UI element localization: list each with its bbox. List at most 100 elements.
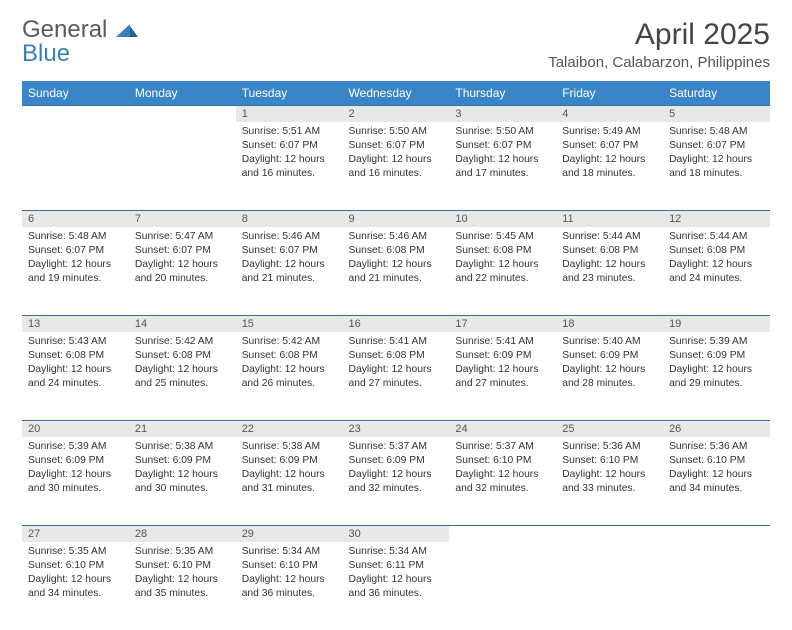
day-number: 28 (129, 525, 236, 542)
daylight-text-2: and 23 minutes. (562, 272, 657, 286)
logo-word1: General (22, 16, 107, 43)
daylight-text-2: and 30 minutes. (28, 482, 123, 496)
sunrise-text: Sunrise: 5:42 AM (242, 335, 337, 349)
day-number: 9 (343, 210, 450, 227)
daylight-text-2: and 29 minutes. (669, 377, 764, 391)
day-detail: Sunrise: 5:49 AMSunset: 6:07 PMDaylight:… (556, 122, 663, 189)
day-number-cell: 4 (556, 105, 663, 122)
day-number: 13 (22, 315, 129, 332)
day-detail: Sunrise: 5:45 AMSunset: 6:08 PMDaylight:… (449, 227, 556, 294)
day-number: 10 (449, 210, 556, 227)
day-detail: Sunrise: 5:47 AMSunset: 6:07 PMDaylight:… (129, 227, 236, 294)
day-number-cell: 27 (22, 525, 129, 542)
detail-row: Sunrise: 5:43 AMSunset: 6:08 PMDaylight:… (22, 332, 770, 420)
day-detail: Sunrise: 5:44 AMSunset: 6:08 PMDaylight:… (556, 227, 663, 294)
daynum-row: 12345 (22, 105, 770, 122)
sunrise-text: Sunrise: 5:41 AM (349, 335, 444, 349)
day-number-cell: 18 (556, 315, 663, 332)
sunrise-text: Sunrise: 5:46 AM (242, 230, 337, 244)
day-detail: Sunrise: 5:37 AMSunset: 6:10 PMDaylight:… (449, 437, 556, 504)
sunset-text: Sunset: 6:07 PM (242, 139, 337, 153)
daylight-text-1: Daylight: 12 hours (349, 573, 444, 587)
weekday-header: Tuesday (236, 81, 343, 105)
day-detail: Sunrise: 5:46 AMSunset: 6:08 PMDaylight:… (343, 227, 450, 294)
day-detail: Sunrise: 5:48 AMSunset: 6:07 PMDaylight:… (22, 227, 129, 294)
day-number-cell: 14 (129, 315, 236, 332)
sunrise-text: Sunrise: 5:39 AM (28, 440, 123, 454)
sunset-text: Sunset: 6:07 PM (242, 244, 337, 258)
daynum-row: 6789101112 (22, 210, 770, 227)
daylight-text-1: Daylight: 12 hours (242, 468, 337, 482)
weekday-header: Friday (556, 81, 663, 105)
sunrise-text: Sunrise: 5:39 AM (669, 335, 764, 349)
sunset-text: Sunset: 6:08 PM (349, 349, 444, 363)
day-detail: Sunrise: 5:41 AMSunset: 6:08 PMDaylight:… (343, 332, 450, 399)
day-detail-cell: Sunrise: 5:46 AMSunset: 6:08 PMDaylight:… (343, 227, 450, 315)
day-number-cell: 21 (129, 420, 236, 437)
day-number-cell: 9 (343, 210, 450, 227)
detail-row: Sunrise: 5:48 AMSunset: 6:07 PMDaylight:… (22, 227, 770, 315)
day-detail-cell: Sunrise: 5:47 AMSunset: 6:07 PMDaylight:… (129, 227, 236, 315)
day-number-cell: 24 (449, 420, 556, 437)
day-detail: Sunrise: 5:37 AMSunset: 6:09 PMDaylight:… (343, 437, 450, 504)
day-number: 15 (236, 315, 343, 332)
day-number: 29 (236, 525, 343, 542)
day-number-cell (556, 525, 663, 542)
daylight-text-1: Daylight: 12 hours (28, 573, 123, 587)
day-number-empty (129, 105, 236, 122)
day-number: 22 (236, 420, 343, 437)
sunset-text: Sunset: 6:09 PM (455, 349, 550, 363)
sunset-text: Sunset: 6:08 PM (242, 349, 337, 363)
sunrise-text: Sunrise: 5:40 AM (562, 335, 657, 349)
day-number-cell: 28 (129, 525, 236, 542)
sunrise-text: Sunrise: 5:46 AM (349, 230, 444, 244)
sunset-text: Sunset: 6:08 PM (669, 244, 764, 258)
day-detail-cell: Sunrise: 5:48 AMSunset: 6:07 PMDaylight:… (663, 122, 770, 210)
day-detail-cell: Sunrise: 5:34 AMSunset: 6:11 PMDaylight:… (343, 542, 450, 630)
day-number: 20 (22, 420, 129, 437)
day-number: 27 (22, 525, 129, 542)
day-number: 3 (449, 105, 556, 122)
weekday-header: Monday (129, 81, 236, 105)
day-detail-cell: Sunrise: 5:49 AMSunset: 6:07 PMDaylight:… (556, 122, 663, 210)
day-number: 7 (129, 210, 236, 227)
daylight-text-1: Daylight: 12 hours (349, 363, 444, 377)
logo: General Blue (22, 18, 138, 66)
daylight-text-1: Daylight: 12 hours (242, 258, 337, 272)
sunrise-text: Sunrise: 5:35 AM (28, 545, 123, 559)
day-number: 8 (236, 210, 343, 227)
daylight-text-1: Daylight: 12 hours (28, 258, 123, 272)
day-detail-cell: Sunrise: 5:50 AMSunset: 6:07 PMDaylight:… (343, 122, 450, 210)
sunset-text: Sunset: 6:09 PM (562, 349, 657, 363)
day-number: 18 (556, 315, 663, 332)
day-detail-cell (663, 542, 770, 630)
daylight-text-1: Daylight: 12 hours (562, 258, 657, 272)
sunset-text: Sunset: 6:07 PM (28, 244, 123, 258)
day-detail: Sunrise: 5:35 AMSunset: 6:10 PMDaylight:… (22, 542, 129, 609)
daylight-text-2: and 30 minutes. (135, 482, 230, 496)
day-number-empty (449, 525, 556, 542)
sunrise-text: Sunrise: 5:47 AM (135, 230, 230, 244)
daylight-text-1: Daylight: 12 hours (242, 573, 337, 587)
daylight-text-2: and 34 minutes. (28, 587, 123, 601)
header: General Blue April 2025 Talaibon, Calaba… (22, 18, 770, 71)
sunrise-text: Sunrise: 5:37 AM (349, 440, 444, 454)
daylight-text-2: and 17 minutes. (455, 167, 550, 181)
day-number: 4 (556, 105, 663, 122)
day-detail-cell: Sunrise: 5:39 AMSunset: 6:09 PMDaylight:… (663, 332, 770, 420)
sunrise-text: Sunrise: 5:44 AM (562, 230, 657, 244)
day-number-cell: 22 (236, 420, 343, 437)
sunrise-text: Sunrise: 5:38 AM (242, 440, 337, 454)
day-detail-cell: Sunrise: 5:41 AMSunset: 6:08 PMDaylight:… (343, 332, 450, 420)
daylight-text-1: Daylight: 12 hours (669, 363, 764, 377)
day-detail: Sunrise: 5:48 AMSunset: 6:07 PMDaylight:… (663, 122, 770, 189)
day-number: 1 (236, 105, 343, 122)
sunrise-text: Sunrise: 5:50 AM (349, 125, 444, 139)
sunset-text: Sunset: 6:08 PM (28, 349, 123, 363)
day-detail: Sunrise: 5:35 AMSunset: 6:10 PMDaylight:… (129, 542, 236, 609)
weekday-header: Saturday (663, 81, 770, 105)
daylight-text-1: Daylight: 12 hours (455, 468, 550, 482)
day-detail: Sunrise: 5:40 AMSunset: 6:09 PMDaylight:… (556, 332, 663, 399)
day-number: 6 (22, 210, 129, 227)
sunset-text: Sunset: 6:07 PM (455, 139, 550, 153)
